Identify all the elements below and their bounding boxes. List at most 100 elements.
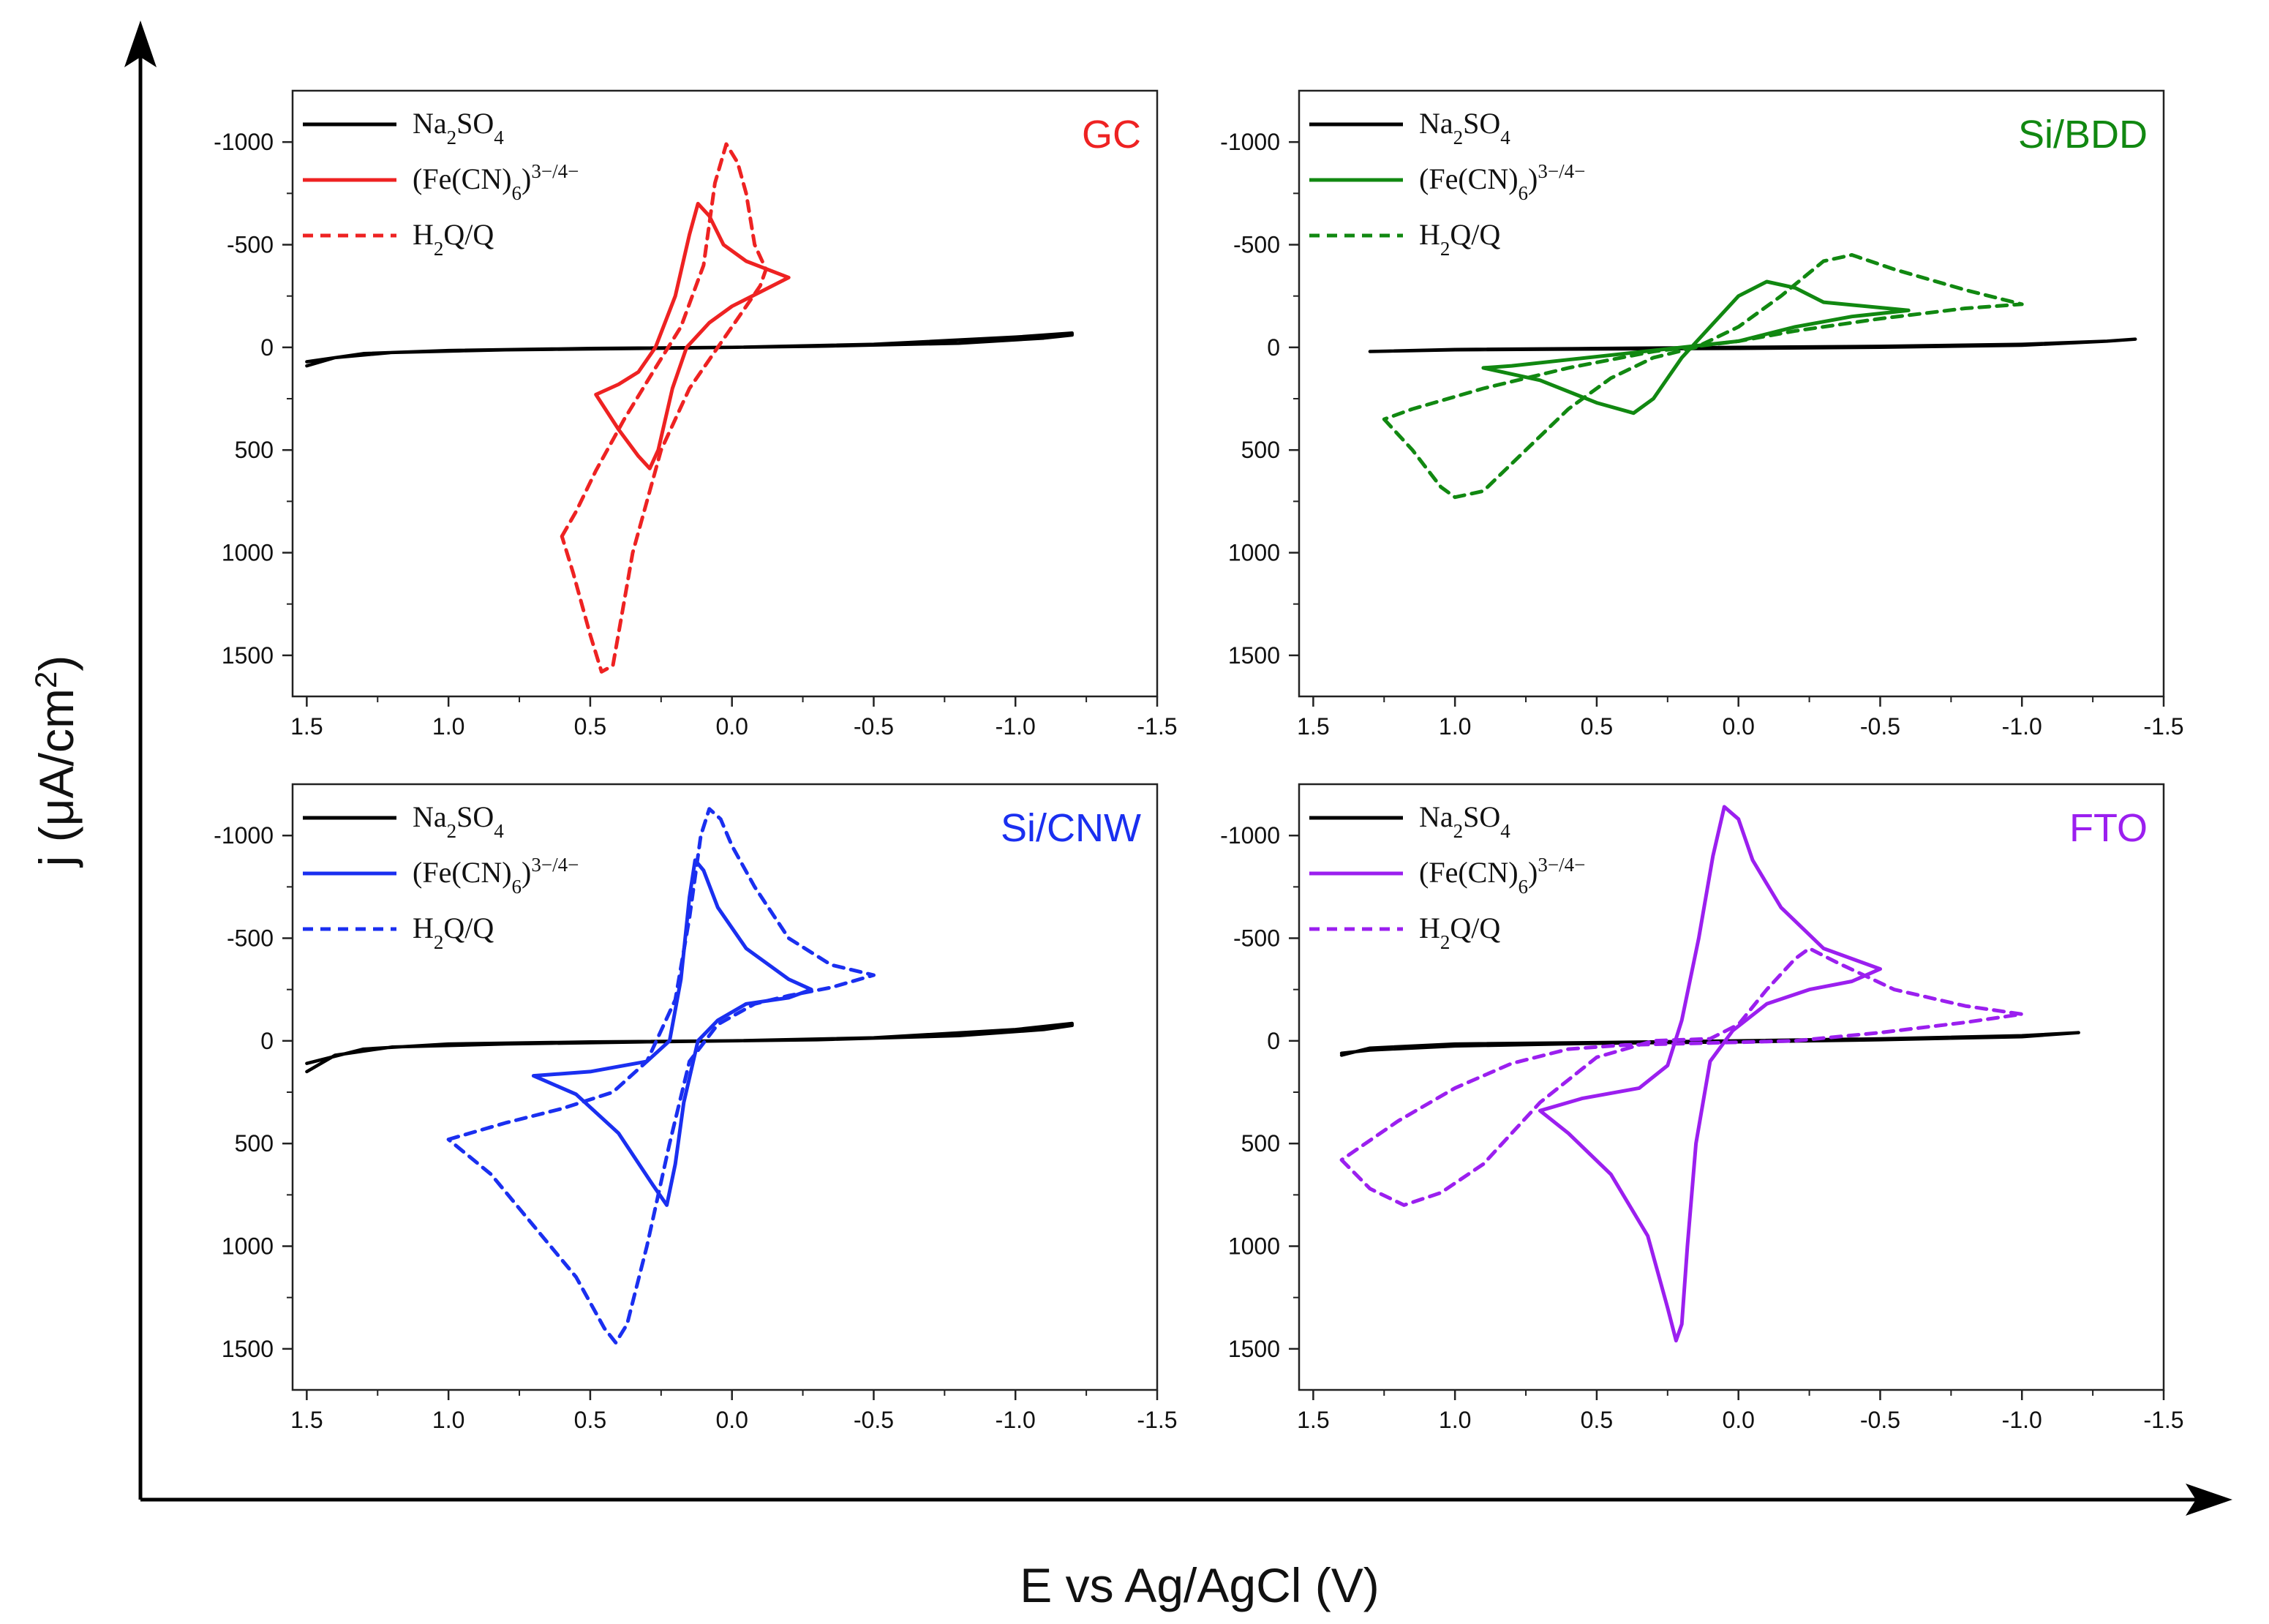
x-tick-label: -1.0: [996, 713, 1036, 740]
legend-label: Na2SO4: [1419, 107, 1510, 149]
series-line-na2so4: [305, 1021, 1074, 1074]
legend-label: Na2SO4: [1419, 800, 1510, 842]
y-tick-label: 1000: [1228, 1233, 1280, 1260]
legend-label: Na2SO4: [413, 800, 504, 842]
figure-x-arrowhead: [2186, 1484, 2232, 1516]
legend-label-part: SO: [1463, 107, 1500, 140]
legend-label-part: 6: [512, 876, 522, 898]
legend-label-part: (Fe(CN): [1419, 856, 1519, 889]
y-tick-label: -1000: [214, 129, 274, 155]
y-tick-label: 1000: [1228, 540, 1280, 566]
series-group: [1368, 253, 2137, 500]
plot-frame: [291, 89, 1159, 698]
series-line-h2q-q: [560, 142, 768, 674]
y-tick-label: 1000: [222, 540, 274, 566]
x-tick-label: 0.5: [574, 1407, 606, 1433]
y-tick-label: 1000: [222, 1233, 274, 1260]
y-tick-label: 500: [1241, 1130, 1280, 1157]
x-tick-label: 0.0: [715, 713, 748, 740]
panel-title: GC: [1082, 113, 1141, 157]
legend-label-part: Na: [1419, 107, 1453, 140]
series-line-h2q-q: [1339, 947, 2024, 1207]
x-tick-label: -1.0: [996, 1407, 1036, 1433]
legend-label: H2Q/Q: [1419, 218, 1500, 260]
legend-label: H2Q/Q: [1419, 911, 1500, 953]
legend-label-part: Q/Q: [443, 218, 494, 251]
legend-label-part: 4: [1500, 127, 1510, 149]
series-group: [305, 142, 1074, 674]
plot-frame: [1298, 89, 2165, 698]
legend-label-part: Na: [413, 800, 447, 833]
legend-label: (Fe(CN)6)3−/4−: [1419, 854, 1585, 898]
y-tick-label: 0: [1267, 1028, 1280, 1054]
legend-label-part: 3−/4−: [531, 160, 579, 182]
plot-frame: [1298, 783, 2165, 1391]
legend-label-part: 2: [434, 931, 444, 953]
x-tick-label: 0.5: [574, 713, 606, 740]
x-tick-label: 1.5: [1297, 713, 1329, 740]
figure-y-axis-title-main: j (μA/cm: [29, 688, 83, 868]
legend-label-part: (Fe(CN): [1419, 162, 1519, 195]
y-tick-label: 1500: [1228, 642, 1280, 669]
panel-title: Si/BDD: [2018, 113, 2148, 157]
legend-label-part: (Fe(CN): [413, 856, 512, 889]
legend-label-part: SO: [456, 107, 494, 140]
y-tick-label: 500: [235, 437, 274, 463]
panel-fto: 1.5 1.0 0.5 0.0 -0.5 -1.0 -1.5 -1000 -500 0 500 100…: [1220, 783, 2184, 1433]
legend-label: H2Q/Q: [413, 218, 494, 260]
x-tick-label: -1.0: [2002, 713, 2042, 740]
y-tick-label: 1500: [1228, 1336, 1280, 1362]
figure-x-axis-title: E vs Ag/AgCl (V): [1020, 1558, 1380, 1612]
legend-label-part: 3−/4−: [531, 854, 579, 876]
panel-title: Si/CNW: [1001, 806, 1141, 850]
y-tick-label: -500: [227, 925, 274, 952]
figure-y-arrowhead: [124, 20, 157, 67]
series-line-na2so4: [1339, 1031, 2080, 1057]
series-line-na2so4: [1368, 337, 2137, 353]
series-line-h2q-q: [1382, 253, 2024, 500]
legend-label-part: H: [413, 911, 434, 944]
legend-label-part: Na: [413, 107, 447, 140]
legend-label-part: H: [1419, 911, 1440, 944]
series-group: [305, 807, 1074, 1345]
y-tick-label: -500: [1233, 925, 1280, 952]
legend-label-part: 6: [1519, 876, 1529, 898]
legend-label: (Fe(CN)6)3−/4−: [413, 160, 579, 204]
legend-label-part: 2: [447, 127, 457, 149]
panels: 1.5 1.0 0.5 0.0 -0.5 -1.0 -1.5 -1000 -500 0 500 100…: [214, 89, 2184, 1433]
legend-label-part: 2: [1440, 238, 1450, 260]
x-tick-label: 1.0: [432, 713, 464, 740]
y-tick-label: -1000: [214, 822, 274, 849]
x-tick-label: 1.5: [290, 713, 323, 740]
legend-label-part: ): [522, 162, 531, 195]
x-tick-label: -0.5: [854, 1407, 894, 1433]
figure-y-axis-title: j (μA/cm2): [29, 655, 84, 868]
legend-label: (Fe(CN)6)3−/4−: [413, 854, 579, 898]
legend-label-part: Q/Q: [1450, 911, 1500, 944]
legend-label: (Fe(CN)6)3−/4−: [1419, 160, 1585, 204]
legend-label-part: Q/Q: [443, 911, 494, 944]
figure-y-axis-title-sup: 2: [29, 672, 63, 688]
x-tick-label: 0.5: [1581, 713, 1613, 740]
series-line--fe-cn-6-3-4-: [1538, 805, 1882, 1343]
y-tick-label: -500: [227, 232, 274, 258]
figure-frame-axes: [124, 20, 2232, 1516]
legend-label-part: 2: [1453, 820, 1464, 842]
x-tick-label: -1.5: [2143, 1407, 2183, 1433]
x-tick-label: 1.0: [432, 1407, 464, 1433]
x-tick-label: 0.0: [715, 1407, 748, 1433]
x-tick-label: 0.0: [1722, 713, 1754, 740]
series-line-na2so4: [305, 331, 1074, 368]
x-tick-label: -1.0: [2002, 1407, 2042, 1433]
legend-label-part: (Fe(CN): [413, 162, 512, 195]
legend-label-part: 6: [1519, 182, 1529, 204]
x-tick-label: -0.5: [1860, 713, 1900, 740]
legend-label-part: 3−/4−: [1538, 854, 1585, 876]
legend-label-part: 2: [1453, 127, 1464, 149]
legend-label-part: H: [413, 218, 434, 251]
legend-label-part: 2: [1440, 931, 1450, 953]
figure-y-axis-title-close: ): [29, 655, 83, 672]
y-tick-label: 500: [1241, 437, 1280, 463]
y-tick-label: 0: [1267, 334, 1280, 361]
legend-label-part: 4: [1500, 820, 1510, 842]
